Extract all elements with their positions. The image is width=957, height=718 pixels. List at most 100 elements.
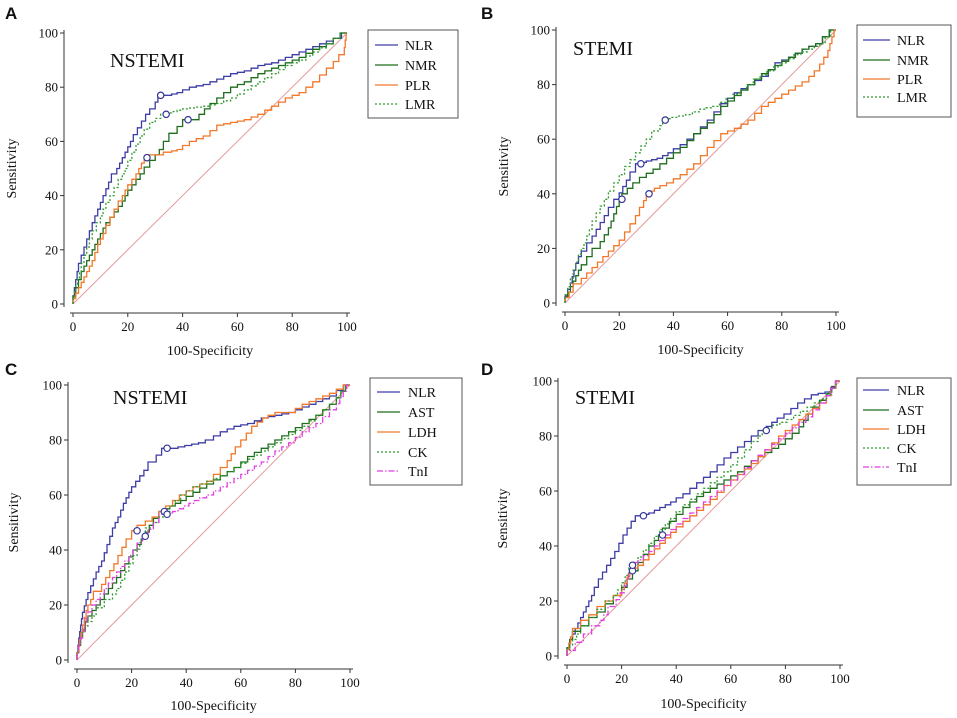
legend-label-tni: TnI <box>408 465 429 480</box>
y-tick-label: 80 <box>539 429 552 444</box>
roc-curve-nlr <box>76 384 350 660</box>
legend-label-ldh: LDH <box>897 423 926 438</box>
y-tick-label: 20 <box>539 594 552 609</box>
criterion-marker-nlr <box>156 91 165 100</box>
plot-title: STEMI <box>575 387 635 409</box>
x-tick-label: 100 <box>830 671 850 686</box>
y-tick-label: 60 <box>537 132 550 147</box>
criterion-marker-nlr <box>163 444 171 453</box>
y-tick-label: 80 <box>45 80 58 95</box>
reference-diagonal-line <box>72 32 348 305</box>
legend-label-nlr: NLR <box>408 386 437 401</box>
x-tick-label: 80 <box>775 318 788 333</box>
legend-label-ldh: LDH <box>408 426 437 441</box>
legend-label-tni: TnI <box>897 461 918 476</box>
legend-label-ck: CK <box>408 446 427 461</box>
legend-label-nmr: NMR <box>405 59 438 74</box>
roc-curve-nmr <box>564 29 836 303</box>
legend-label-nlr: NLR <box>897 384 926 399</box>
roc-curve-tni <box>76 384 350 660</box>
x-tick-label: 20 <box>125 675 138 690</box>
legend: NLR AST LDH CK TnI <box>856 377 952 486</box>
criterion-marker-ck <box>141 532 150 541</box>
x-tick-label: 40 <box>180 675 193 690</box>
reference-diagonal-line <box>564 29 837 304</box>
legend: NLR NMR PLR LMR <box>856 24 952 118</box>
roc-curve-tni <box>566 380 840 656</box>
legend-label-nlr: NLR <box>897 34 926 49</box>
criterion-marker-tni <box>628 561 637 570</box>
x-tick-label: 0 <box>564 671 571 686</box>
reference-diagonal-line <box>76 384 351 661</box>
criterion-marker-nmr <box>618 195 626 204</box>
x-tick-label: 0 <box>70 319 77 334</box>
y-axis-title: Sensitivity <box>497 137 512 197</box>
criterion-marker-nmr <box>184 115 192 124</box>
roc-curve-nlr <box>564 29 836 303</box>
x-tick-label: 0 <box>562 318 569 333</box>
y-tick-label: 20 <box>45 242 58 257</box>
y-tick-label: 60 <box>45 134 58 149</box>
roc-curve-ast <box>76 384 350 660</box>
criterion-marker-nlr <box>637 159 645 168</box>
legend-box <box>856 377 952 486</box>
x-axis-title: 100-Specificity <box>660 697 746 712</box>
y-tick-label: 100 <box>531 23 551 38</box>
y-tick-label: 40 <box>539 539 552 554</box>
x-tick-label: 40 <box>670 671 683 686</box>
x-tick-label: 0 <box>74 675 81 690</box>
plot-title: STEMI <box>573 38 633 60</box>
criterion-marker-ast <box>658 531 667 539</box>
y-tick-label: 60 <box>49 488 62 503</box>
x-tick-label: 100 <box>337 319 357 334</box>
y-tick-label: 60 <box>539 484 552 499</box>
y-axis-title: Sensitivity <box>5 139 20 199</box>
y-tick-label: 100 <box>533 374 553 389</box>
legend-label-lmr: LMR <box>405 98 436 113</box>
x-tick-label: 20 <box>613 318 626 333</box>
roc-curve-ck <box>566 380 840 656</box>
roc-curve-plr <box>72 32 347 304</box>
legend-label-lmr: LMR <box>897 91 928 106</box>
legend-label-plr: PLR <box>897 73 923 88</box>
x-axis-title: 100-Specificity <box>657 343 743 358</box>
y-tick-label: 80 <box>537 77 550 92</box>
panel-letter: A <box>5 4 17 23</box>
x-tick-label: 100 <box>340 675 360 690</box>
y-tick-label: 40 <box>45 188 58 203</box>
criterion-marker-plr <box>143 153 151 162</box>
x-tick-label: 60 <box>231 319 244 334</box>
roc-curve-lmr <box>72 32 347 304</box>
legend-label-ast: AST <box>897 404 924 419</box>
plot-title: NSTEMI <box>110 50 184 72</box>
x-tick-label: 60 <box>721 318 734 333</box>
roc-curve-plr <box>564 29 836 303</box>
y-tick-label: 20 <box>49 598 62 613</box>
roc-curve-nmr <box>72 32 347 304</box>
legend: NLR NMR PLR LMR <box>367 29 459 119</box>
panel-letter: B <box>481 4 493 23</box>
legend-label-ast: AST <box>408 406 435 421</box>
panel-letter: D <box>481 360 493 379</box>
y-tick-label: 40 <box>49 543 62 558</box>
y-tick-label: 100 <box>43 378 63 393</box>
x-tick-label: 40 <box>667 318 680 333</box>
criterion-marker-lmr <box>162 110 170 119</box>
x-tick-label: 60 <box>724 671 737 686</box>
legend: NLR AST LDH CK TnI <box>369 377 463 486</box>
legend-label-nmr: NMR <box>897 54 930 69</box>
y-tick-label: 100 <box>39 26 59 41</box>
criterion-marker-ldh <box>133 526 141 535</box>
legend-label-nlr: NLR <box>405 39 434 54</box>
x-axis-title: 100-Specificity <box>167 344 253 359</box>
y-tick-label: 0 <box>56 653 63 668</box>
y-tick-label: 40 <box>537 186 550 201</box>
roc-curve-ldh <box>566 380 840 656</box>
panel-a: A NSTEMI 0 20 40 60 80 100 0 20 40 60 80 100 100-Speci… <box>5 4 459 359</box>
x-tick-label: 80 <box>286 319 299 334</box>
x-tick-label: 80 <box>289 675 302 690</box>
y-axis-title: Sensitivity <box>7 493 22 553</box>
panel-d: D STEMI 0 20 40 60 80 100 0 20 40 60 80 100 100-Specif… <box>481 360 952 712</box>
